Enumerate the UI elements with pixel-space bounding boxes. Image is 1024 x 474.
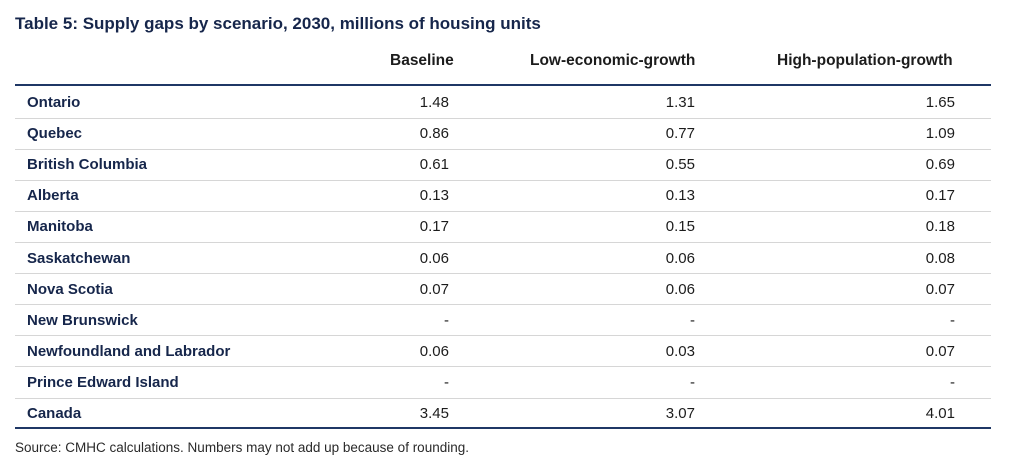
source-note: Source: CMHC calculations. Numbers may n… bbox=[15, 440, 469, 455]
cell-baseline: 0.06 bbox=[419, 249, 449, 267]
cell-low-economic-growth: 3.07 bbox=[665, 405, 695, 422]
cell-high-population-growth: - bbox=[950, 311, 955, 329]
row-label: Alberta bbox=[27, 187, 79, 205]
cell-baseline: - bbox=[444, 373, 449, 391]
cell-low-economic-growth: 0.77 bbox=[665, 125, 695, 143]
row-divider bbox=[15, 242, 991, 243]
table-row: Quebec 0.86 0.77 1.09 bbox=[15, 118, 991, 149]
cell-baseline: - bbox=[444, 311, 449, 329]
row-divider bbox=[15, 304, 991, 306]
row-label: British Columbia bbox=[27, 156, 148, 174]
cell-baseline: 0.61 bbox=[419, 156, 449, 174]
cell-baseline: 0.07 bbox=[419, 280, 449, 298]
table-bottom-rule bbox=[15, 427, 991, 429]
cell-baseline: 1.48 bbox=[419, 94, 449, 111]
row-label: New Brunswick bbox=[27, 311, 138, 329]
row-label: Prince Edward Island bbox=[27, 373, 179, 391]
cell-high-population-growth: - bbox=[950, 373, 955, 391]
cell-high-population-growth: 4.01 bbox=[925, 405, 955, 422]
column-header-high-population-growth: High-population-growth bbox=[777, 52, 953, 69]
row-divider bbox=[15, 148, 991, 150]
table-row: Saskatchewan 0.06 0.06 0.08 bbox=[15, 243, 991, 274]
cell-low-economic-growth: 0.06 bbox=[665, 249, 695, 267]
row-label: Quebec bbox=[27, 125, 83, 143]
row-label: Nova Scotia bbox=[27, 280, 113, 298]
row-label: Manitoba bbox=[27, 218, 93, 236]
cell-baseline: 0.17 bbox=[419, 218, 449, 236]
cell-low-economic-growth: 0.15 bbox=[665, 218, 695, 236]
table-row: Canada 3.45 3.07 4.01 bbox=[15, 398, 991, 429]
row-divider bbox=[15, 210, 991, 212]
table-row: Newfoundland and Labrador 0.06 0.03 0.07 bbox=[15, 336, 991, 367]
table-row: British Columbia 0.61 0.55 0.69 bbox=[15, 149, 991, 180]
cell-high-population-growth: 0.17 bbox=[925, 187, 955, 205]
table-row: Manitoba 0.17 0.15 0.18 bbox=[15, 211, 991, 242]
table-row: New Brunswick - - - bbox=[15, 305, 991, 336]
row-divider bbox=[15, 273, 991, 275]
row-label: Ontario bbox=[27, 94, 81, 111]
row-divider bbox=[15, 179, 991, 181]
cell-baseline: 0.13 bbox=[419, 187, 449, 205]
cell-low-economic-growth: 0.06 bbox=[665, 280, 695, 298]
column-header-baseline: Baseline bbox=[390, 52, 454, 69]
cell-low-economic-growth: - bbox=[690, 311, 695, 329]
cell-low-economic-growth: 0.13 bbox=[665, 187, 695, 205]
cell-high-population-growth: 1.09 bbox=[925, 125, 955, 143]
row-divider bbox=[15, 335, 991, 337]
column-header-low-economic-growth: Low-economic-growth bbox=[530, 52, 696, 69]
table-row: Alberta 0.13 0.13 0.17 bbox=[15, 180, 991, 211]
cell-low-economic-growth: 0.03 bbox=[665, 342, 695, 360]
table-row: Prince Edward Island - - - bbox=[15, 367, 991, 398]
row-label: Saskatchewan bbox=[27, 249, 131, 267]
row-divider bbox=[15, 366, 991, 368]
cell-high-population-growth: 0.08 bbox=[925, 249, 955, 267]
cell-low-economic-growth: 1.31 bbox=[665, 94, 695, 111]
cell-low-economic-growth: 0.55 bbox=[665, 156, 695, 174]
cell-baseline: 0.86 bbox=[419, 125, 449, 143]
cell-high-population-growth: 0.07 bbox=[925, 342, 955, 360]
cell-low-economic-growth: - bbox=[690, 373, 695, 391]
cell-baseline: 3.45 bbox=[419, 405, 449, 422]
row-label: Canada bbox=[27, 405, 82, 422]
row-divider bbox=[15, 117, 991, 119]
table-row: Nova Scotia 0.07 0.06 0.07 bbox=[15, 274, 991, 305]
cell-baseline: 0.06 bbox=[419, 342, 449, 360]
row-divider bbox=[15, 397, 991, 399]
table-top-rule bbox=[15, 84, 991, 86]
table-row: Ontario 1.48 1.31 1.65 bbox=[15, 87, 991, 118]
row-label: Newfoundland and Labrador bbox=[27, 342, 231, 360]
cell-high-population-growth: 1.65 bbox=[925, 94, 955, 111]
cell-high-population-growth: 0.07 bbox=[925, 280, 955, 298]
table-title: Table 5: Supply gaps by scenario, 2030, … bbox=[15, 14, 541, 33]
cell-high-population-growth: 0.18 bbox=[925, 218, 955, 236]
cell-high-population-growth: 0.69 bbox=[925, 156, 955, 174]
